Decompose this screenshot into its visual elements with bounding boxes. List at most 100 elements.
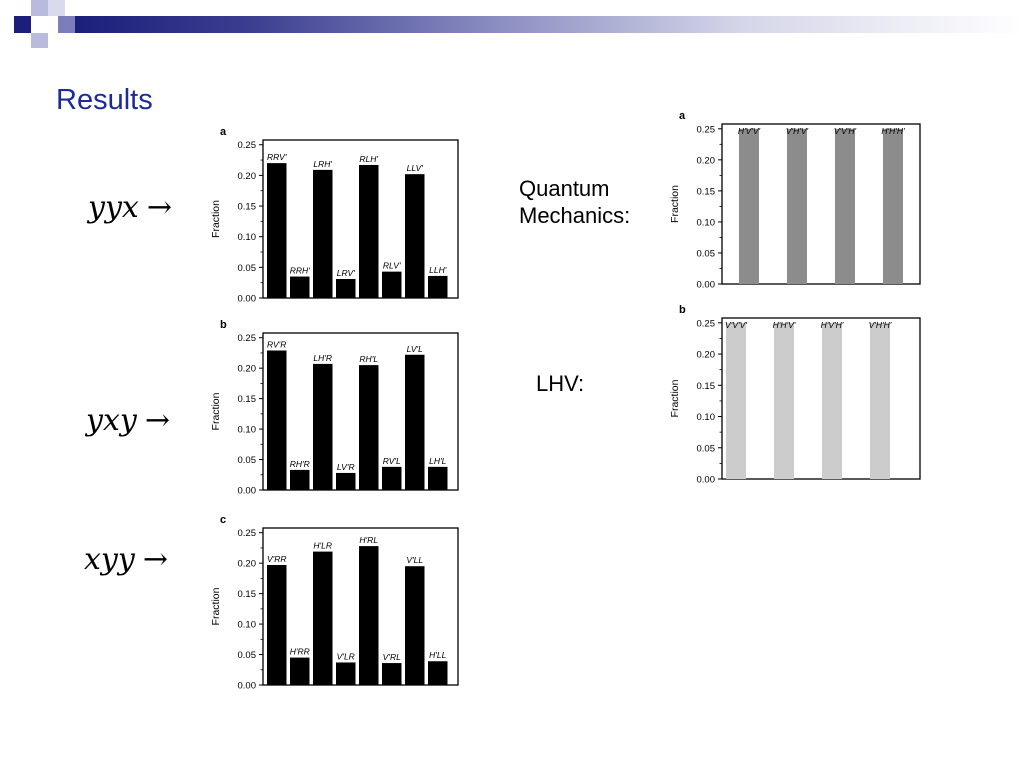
y-tick-label: 0.25 — [697, 124, 716, 135]
chart-measured-yyx: a 0.00 0.05 0.10 0.15 0.20 0.25 Fraction RRV' RRH… — [210, 126, 459, 305]
bar-category-label: V'LL — [406, 555, 423, 565]
bar — [835, 128, 855, 284]
y-axis-label: Fraction — [210, 200, 222, 238]
bar-category-label: V'V'H' — [834, 126, 857, 136]
y-tick-label: 0.00 — [697, 280, 716, 291]
bar — [870, 322, 890, 479]
y-tick-label: 0.10 — [238, 425, 257, 436]
bar — [405, 566, 425, 685]
chart-measured-yxy: b 0.00 0.05 0.10 0.15 0.20 0.25 Fraction RV'R RH'… — [210, 319, 459, 497]
plot-frame — [721, 317, 921, 480]
bar — [822, 322, 842, 479]
y-axis-label: Fraction — [669, 379, 681, 417]
bar-category-label: LH'R — [313, 353, 332, 363]
formula-yyx: yyx → — [88, 190, 172, 225]
y-tick-label: 0.05 — [697, 248, 716, 259]
bar-category-label: H'LR — [313, 541, 332, 551]
bar — [290, 657, 310, 685]
bar-category-label: RRV' — [267, 152, 287, 162]
quantum-mechanics-label: Quantum Mechanics: — [519, 175, 630, 229]
bar-category-label: RH'L — [359, 354, 378, 364]
panel-letter: a — [679, 110, 686, 122]
y-tick-label: 0.25 — [697, 318, 716, 329]
right-arrow-icon: → — [144, 403, 170, 438]
bar — [313, 169, 333, 298]
bar — [774, 322, 794, 479]
bar — [336, 278, 356, 298]
bar-category-label: LLH' — [429, 265, 447, 275]
bar — [726, 322, 746, 479]
bar — [382, 271, 402, 298]
bar-category-label: RLV' — [383, 261, 401, 271]
chart-quantum-mechanics: a 0.00 0.05 0.10 0.15 0.20 0.25 Fraction H'V'V' V… — [669, 110, 921, 291]
bar-category-label: V'H'V' — [786, 126, 809, 136]
right-arrow-icon: → — [142, 542, 168, 577]
bar — [359, 365, 379, 490]
y-tick-label: 0.20 — [238, 559, 257, 570]
bar — [382, 663, 402, 685]
bar-category-label: LV'L — [407, 344, 424, 354]
bar-category-label: H'V'H' — [821, 320, 844, 330]
bar — [883, 128, 903, 284]
slide-title: Results — [56, 84, 153, 116]
bar — [267, 350, 287, 490]
y-tick-label: 0.10 — [238, 620, 257, 631]
y-tick-label: 0.05 — [238, 263, 257, 274]
chart-lhv: b 0.00 0.05 0.10 0.15 0.20 0.25 Fraction V'V'V' H… — [669, 304, 921, 486]
panel-letter: b — [679, 304, 686, 316]
title-decoration — [0, 0, 1024, 48]
bar — [787, 128, 807, 284]
decor-square-5 — [31, 33, 48, 48]
y-tick-label: 0.25 — [238, 528, 257, 539]
y-tick-label: 0.00 — [238, 294, 257, 305]
y-tick-label: 0.10 — [238, 232, 257, 243]
bar-category-label: LRV' — [337, 268, 355, 278]
y-tick-label: 0.15 — [697, 186, 716, 197]
y-tick-label: 0.05 — [238, 650, 257, 661]
y-tick-label: 0.15 — [238, 394, 257, 405]
plot-frame — [721, 123, 921, 285]
bar — [267, 163, 287, 298]
bar-category-label: H'V'V' — [738, 126, 761, 136]
bar-category-label: LH'L — [429, 456, 446, 466]
bar-category-label: H'H'V' — [773, 320, 796, 330]
y-tick-label: 0.15 — [238, 589, 257, 600]
bar — [313, 551, 333, 685]
panel-letter: b — [220, 319, 227, 331]
bar — [428, 275, 448, 298]
bar-category-label: V'LR — [337, 651, 355, 661]
bar-category-label: RV'R — [267, 340, 286, 350]
decor-square-1 — [14, 16, 31, 33]
y-tick-label: 0.10 — [697, 412, 716, 423]
right-arrow-icon: → — [146, 190, 172, 225]
bar-category-label: LLV' — [407, 163, 424, 173]
bar-category-label: V'H'H' — [869, 320, 892, 330]
formula-text: yyx — [88, 190, 139, 225]
y-tick-label: 0.20 — [238, 171, 257, 182]
quantum-label-line2: Mechanics: — [519, 203, 631, 228]
bar-category-label: V'V'V' — [725, 320, 747, 330]
lhv-label-text: LHV: — [536, 371, 585, 396]
bar — [739, 128, 759, 284]
bar — [382, 466, 402, 490]
y-tick-label: 0.20 — [238, 364, 257, 375]
bar — [336, 472, 356, 490]
bar-category-label: V'RL — [383, 652, 401, 662]
y-tick-label: 0.00 — [697, 475, 716, 486]
y-tick-label: 0.00 — [238, 486, 257, 497]
bar-category-label: LRH' — [313, 159, 332, 169]
lhv-label: LHV: — [536, 370, 584, 397]
y-tick-label: 0.10 — [697, 217, 716, 228]
decor-square-4 — [58, 16, 75, 33]
bar — [290, 469, 310, 490]
y-axis-label: Fraction — [210, 587, 222, 625]
bar — [405, 354, 425, 490]
formula-text: yxy — [86, 403, 137, 438]
bar-category-label: RLH' — [359, 154, 378, 164]
bar — [359, 546, 379, 685]
y-tick-label: 0.25 — [238, 140, 257, 151]
bar — [359, 164, 379, 298]
decor-square-2 — [31, 0, 48, 16]
panel-letter: a — [220, 126, 227, 138]
bar — [336, 662, 356, 685]
